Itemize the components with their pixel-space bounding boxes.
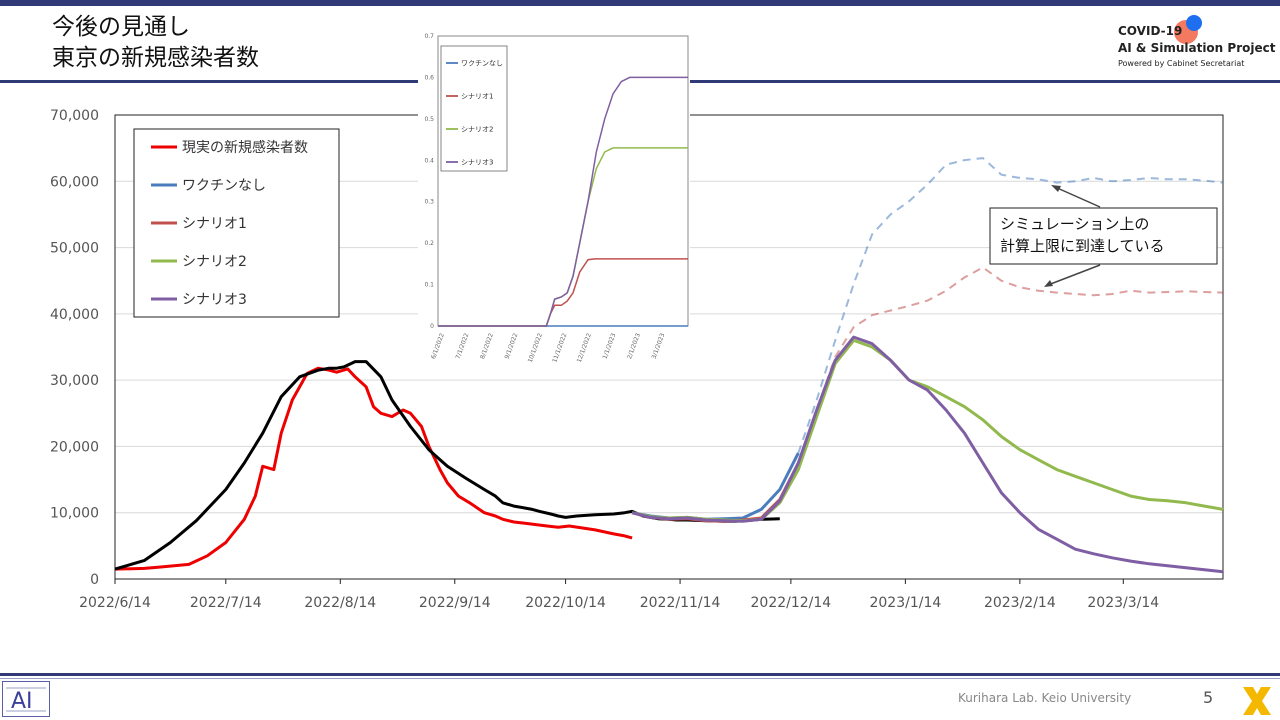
annotation-arrowhead-lower bbox=[1044, 280, 1053, 287]
legend-label: シナリオ3 bbox=[182, 292, 247, 308]
x-tick-label: 2023/3/14 bbox=[1087, 595, 1159, 611]
inset-legend-label: ワクチンなし bbox=[461, 60, 503, 68]
series-line bbox=[631, 338, 1224, 523]
x-tick-label: 2022/12/14 bbox=[751, 595, 832, 611]
x-tick-label: 2023/1/14 bbox=[869, 595, 941, 611]
title-line-2: 東京の新規感染者数 bbox=[52, 45, 259, 71]
inset-chart: 00.10.20.30.40.50.60.7 6/1/2022 7/1/2022 8… bbox=[418, 30, 690, 378]
inset-y-tick-label: 0.7 bbox=[424, 33, 434, 40]
page-number: 5 bbox=[1203, 688, 1214, 707]
inset-y-tick-label: 0.2 bbox=[424, 240, 434, 247]
y-tick-label: 60,000 bbox=[50, 174, 99, 190]
x-tick-label: 2022/6/14 bbox=[79, 595, 151, 611]
inset-y-tick-label: 0.6 bbox=[424, 74, 434, 81]
x-tick-label: 2023/2/14 bbox=[984, 595, 1056, 611]
series-line bbox=[631, 335, 1224, 574]
inset-series-line bbox=[438, 76, 688, 327]
series-line-projected bbox=[797, 266, 1224, 464]
inset-y-tick-label: 0.5 bbox=[424, 116, 434, 123]
inset-legend-label: シナリオ2 bbox=[461, 126, 493, 134]
logo-line-2: AI & Simulation Project bbox=[1118, 41, 1276, 55]
x-tick-label: 2022/10/14 bbox=[525, 595, 606, 611]
title-line-1: 今後の見通し bbox=[52, 14, 190, 40]
inset-y-tick-label: 0.1 bbox=[424, 282, 434, 289]
inset-legend-label: シナリオ1 bbox=[461, 93, 493, 101]
logo-blue-circle bbox=[1186, 15, 1202, 31]
annotation-arrowhead-upper bbox=[1051, 185, 1061, 192]
inset-legend-label: シナリオ3 bbox=[461, 159, 493, 167]
x-tick-label: 2022/7/14 bbox=[190, 595, 262, 611]
logo-line-1: COVID-19 bbox=[1118, 24, 1183, 38]
inset-y-tick-label: 0 bbox=[430, 323, 434, 330]
legend-label: シナリオ2 bbox=[182, 254, 247, 270]
series-line bbox=[114, 360, 780, 571]
legend-label: 現実の新規感染者数 bbox=[182, 139, 308, 156]
footer-credit: Kurihara Lab. Keio University bbox=[958, 691, 1132, 705]
kurihara-lab-logo: AI bbox=[2, 681, 50, 717]
annotation-line-2: 計算上限に到達している bbox=[1000, 237, 1165, 255]
main-chart: 0 10,000 20,000 30,000 40,000 50,000 60,000 70,… bbox=[50, 108, 1224, 611]
y-tick-label: 20,000 bbox=[50, 439, 99, 455]
x-tick-label: 2022/9/14 bbox=[419, 595, 491, 611]
covid-ai-project-logo: COVID-19 AI & Simulation Project Powered… bbox=[1118, 15, 1275, 76]
annotation: シミュレーション上の 計算上限に到達している bbox=[989, 185, 1218, 287]
footer-divider bbox=[0, 673, 1280, 676]
footer-divider-thin bbox=[0, 678, 1280, 679]
inset-y-tick-label: 0.3 bbox=[424, 199, 434, 206]
legend-label: ワクチンなし bbox=[182, 178, 266, 194]
inset-legend-box bbox=[440, 45, 508, 172]
x-tick-label: 2022/11/14 bbox=[640, 595, 721, 611]
annotation-line-1: シミュレーション上の bbox=[1000, 215, 1149, 233]
y-tick-label: 50,000 bbox=[50, 241, 99, 257]
inset-y-tick-label: 0.4 bbox=[424, 157, 434, 164]
annotation-arrow-lower bbox=[1047, 264, 1101, 286]
series-line bbox=[114, 366, 633, 571]
annotation-arrow-upper bbox=[1054, 186, 1101, 208]
x-tick-label: 2022/8/14 bbox=[304, 595, 376, 611]
slide-title: 今後の見通し 東京の新規感染者数 bbox=[52, 12, 259, 74]
y-tick-label: 40,000 bbox=[50, 307, 99, 323]
lab-logo-graphic: AI bbox=[6, 687, 46, 714]
y-tick-label: 0 bbox=[90, 572, 99, 588]
annotation-box bbox=[989, 207, 1218, 265]
svg-text:AI: AI bbox=[11, 689, 33, 714]
y-tick-label: 30,000 bbox=[50, 373, 99, 389]
top-accent-bar bbox=[0, 0, 1280, 6]
logo-line-3: Powered by Cabinet Secretariat bbox=[1118, 59, 1245, 68]
series-line-projected bbox=[797, 157, 1224, 454]
y-tick-label: 10,000 bbox=[50, 506, 99, 522]
cabinet-x-logo bbox=[1243, 687, 1271, 715]
legend-label: シナリオ1 bbox=[182, 216, 247, 232]
y-tick-label: 70,000 bbox=[50, 108, 99, 124]
